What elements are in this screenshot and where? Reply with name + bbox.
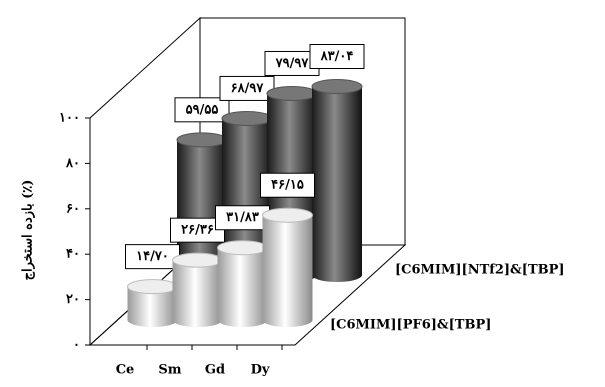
x-tick-label: Dy [251,363,270,378]
bar [172,260,223,320]
y-tick-label: ۴۰ [66,247,80,262]
cylinder-top [127,279,178,295]
bar [312,86,362,275]
bar [217,247,268,320]
data-label: ۸۳/۰۴ [320,49,354,64]
data-label: ۶۸/۹۷ [231,81,265,96]
cylinder-top [311,78,363,94]
legend-label: [C6MIM][PF6]&[TBP] [330,318,491,333]
y-axis-title: بازده استخراج (٪) [21,180,36,281]
cylinder-top [217,240,268,256]
cylinder-top [176,132,228,148]
cylinder-top [221,110,273,126]
data-label: ۲۶/۳۶ [181,223,214,238]
cylinder-top [172,252,223,268]
x-tick-label: Gd [205,363,225,378]
data-label: ۴۶/۱۵ [271,178,304,193]
data-label: ۳۱/۸۳ [226,210,259,225]
data-label-box [215,205,270,231]
data-label: ۱۴/۷۰ [136,249,169,264]
y-tick-label: ۱۰۰ [59,111,80,126]
x-tick-label: Sm [158,363,181,378]
y-tick-label: ۰ [73,338,80,353]
data-label-box [174,97,230,123]
cylinder-top [262,207,313,223]
bar [262,215,313,320]
x-tick-label: Ce [116,363,135,378]
data-label-box [219,75,275,101]
data-label: ۷۹/۹۷ [275,56,310,71]
data-label-box [309,43,365,69]
data-label-box [125,244,180,270]
legend-label: [C6MIM][NTf2]&[TBP] [395,263,565,278]
cylinder-top [266,85,318,101]
y-tick-label: ۲۰ [66,292,80,307]
y-tick-label: ۸۰ [65,156,80,171]
y-tick-label: ۶۰ [66,201,80,216]
data-label-box [260,172,315,198]
data-label: ۵۹/۵۵ [186,102,219,117]
